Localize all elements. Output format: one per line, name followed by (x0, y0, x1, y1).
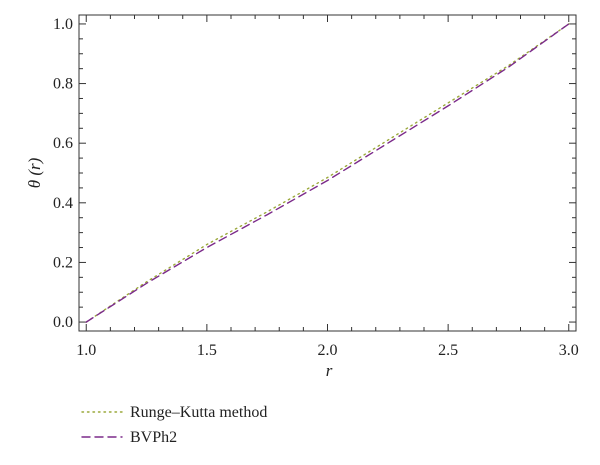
series-lines (85, 23, 570, 323)
x-tick-label: 1.0 (76, 342, 96, 359)
axis-ticks (79, 15, 576, 331)
legend: Runge–Kutta method BVPh2 (81, 404, 267, 446)
x-tick-label: 2.5 (438, 342, 458, 359)
x-tick-label: 2.0 (318, 342, 338, 359)
y-tick-label: 0.0 (53, 314, 73, 331)
plot-frame (78, 14, 577, 332)
series-line-0 (85, 23, 570, 323)
tick-labels: 1.0 1.5 2.0 2.5 3.0 0.0 0.2 0.4 0.6 0.8 1.0 (53, 16, 579, 359)
legend-label-runge-kutta: Runge–Kutta method (130, 404, 267, 421)
y-axis-label: θ (r) (25, 157, 44, 188)
y-tick-label: 0.2 (53, 254, 73, 271)
x-tick-label: 1.5 (197, 342, 217, 359)
y-tick-label: 0.4 (53, 195, 73, 212)
y-tick-label: 1.0 (53, 16, 73, 33)
x-tick-label: 3.0 (559, 342, 579, 359)
y-tick-label: 0.8 (53, 76, 73, 93)
legend-label-bvph2: BVPh2 (130, 429, 177, 446)
y-tick-label: 0.6 (53, 135, 73, 152)
x-axis-label: r (326, 361, 333, 380)
series-line-1 (85, 23, 570, 323)
